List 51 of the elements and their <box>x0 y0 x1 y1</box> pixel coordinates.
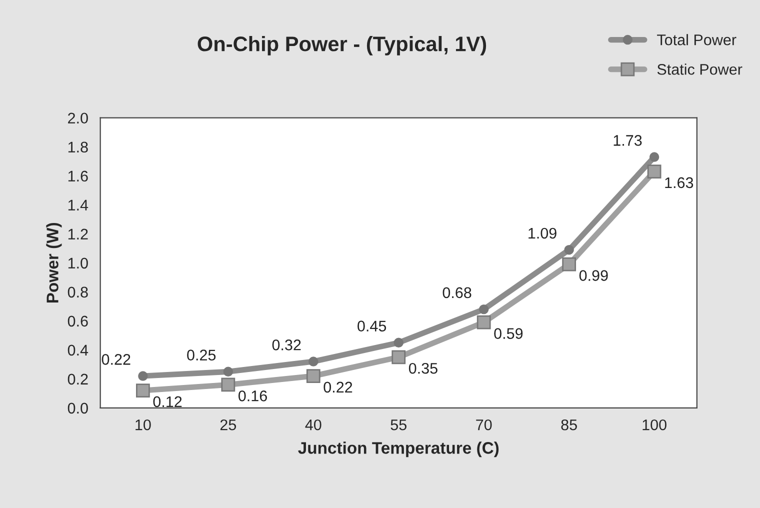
legend-label: Static Power <box>657 64 742 75</box>
point <box>394 338 404 348</box>
y-tick-label: 1.4 <box>68 200 88 210</box>
x-tick-label: 40 <box>305 419 322 430</box>
x-tick-label: 25 <box>220 419 236 430</box>
x-tick-label: 10 <box>136 419 151 430</box>
data-label: 0.35 <box>408 362 438 374</box>
point <box>221 378 236 392</box>
point <box>476 315 491 330</box>
point <box>138 371 148 381</box>
y-tick-label: 1.6 <box>68 170 88 182</box>
data-label: 1.63 <box>665 177 694 188</box>
data-label: 0.22 <box>102 354 130 365</box>
x-tick-label: 85 <box>561 419 577 430</box>
data-label: 1.73 <box>614 135 642 146</box>
x-axis-title: Junction Temperature (C) <box>298 442 499 458</box>
chart-title: On-Chip Power - (Typical, 1V) <box>198 36 486 56</box>
x-tick-label: 70 <box>476 419 492 430</box>
point <box>223 366 234 377</box>
data-label: 0.32 <box>272 340 301 350</box>
point <box>478 304 489 314</box>
point <box>136 384 150 398</box>
y-tick-label: 1.2 <box>68 228 88 240</box>
x-tick-label: 100 <box>642 419 666 430</box>
data-label: 0.16 <box>238 390 267 402</box>
point <box>306 369 320 383</box>
y-tick-label: 2.0 <box>68 112 88 124</box>
y-tick-label: 0.6 <box>68 316 88 327</box>
point <box>308 356 318 366</box>
data-label: 0.68 <box>442 287 472 298</box>
x-tick-label: 55 <box>390 420 406 430</box>
data-label: 1.09 <box>528 228 556 239</box>
point <box>564 244 574 255</box>
data-label: 0.45 <box>358 320 386 332</box>
y-tick-label: 0.2 <box>68 374 88 385</box>
legend-label: Total Power <box>657 34 736 46</box>
y-axis-title: Power (W) <box>46 222 62 303</box>
data-label: 0.99 <box>579 270 608 281</box>
data-label: 0.59 <box>494 328 523 339</box>
data-label: 0.12 <box>153 396 182 408</box>
point <box>647 164 662 178</box>
point <box>392 350 406 364</box>
data-label: 0.22 <box>324 382 352 393</box>
point <box>649 152 660 162</box>
y-tick-label: 0.8 <box>68 286 88 298</box>
y-tick-label: 0.0 <box>68 402 88 414</box>
y-tick-label: 1.8 <box>68 142 88 153</box>
data-label: 0.25 <box>187 350 216 360</box>
point <box>562 257 576 272</box>
y-tick-label: 0.4 <box>68 344 88 356</box>
y-tick-label: 1.0 <box>68 258 88 269</box>
